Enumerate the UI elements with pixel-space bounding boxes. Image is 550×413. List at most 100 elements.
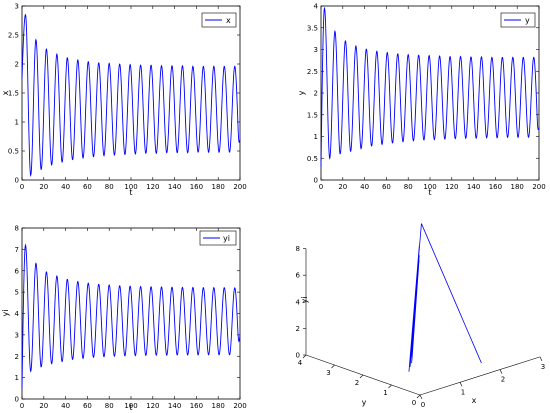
xlabel-y: t [428, 188, 431, 197]
xlabel-x: t [129, 188, 132, 197]
xtick-label-x-5: 100 [124, 183, 137, 191]
xtick-label-3d-1: 1 [461, 388, 465, 396]
xtick-3d-1 [459, 382, 463, 387]
ytick-label-3d-3: 3 [326, 369, 330, 377]
ztick-label-3d-3: 6 [296, 272, 301, 280]
ytick-label-yi-4: 4 [15, 310, 20, 318]
xtick-label-x-8: 160 [190, 183, 203, 191]
ticks-x: 0 20 40 60 80 100 120 140 160 180 200 0 0.5 1 1.5 2 2.5 3 [8, 3, 247, 192]
ytick-label-yi-1: 1 [15, 374, 19, 382]
xtick-3d-2 [499, 369, 503, 374]
legend-label-x: x [226, 16, 231, 25]
ylabel-x: x [1, 90, 10, 95]
xtick-label-yi-0: 0 [20, 402, 24, 410]
xtick-3d-3 [539, 356, 543, 362]
xtick-label-y-3: 60 [382, 183, 391, 191]
ticks-yi: 0 20 40 60 80 100 120 140 160 180 200 0 1 2 3 4 5 6 7 8 [15, 225, 247, 411]
ytick-label-3d-1: 1 [383, 389, 387, 397]
xtick-label-y-7: 140 [467, 183, 480, 191]
xtick-label-y-9: 180 [511, 183, 524, 191]
ztick-label-3d-4: 8 [296, 245, 300, 253]
ytick-label-yi-3: 3 [15, 331, 19, 339]
ytick-label-yi-2: 2 [15, 353, 19, 361]
ytick-label-y-7: 3.5 [307, 24, 318, 32]
xtick-3d-0 [419, 394, 423, 400]
xtick-label-x-3: 60 [83, 183, 92, 191]
xtick-label-yi-5: 100 [124, 402, 137, 410]
xtick-label-y-8: 160 [489, 183, 502, 191]
xtick-label-y-4: 80 [404, 183, 413, 191]
xtick-label-x-0: 0 [20, 183, 24, 191]
xtick-label-yi-7: 140 [168, 402, 181, 410]
xtick-label-yi-10: 200 [233, 402, 246, 410]
xtick-label-3d-3: 3 [541, 363, 545, 371]
xtick-label-x-10: 200 [233, 183, 246, 191]
ytick-3d-4 [302, 354, 307, 359]
ytick-3d-0 [416, 394, 421, 399]
plot-area-y [320, 5, 540, 181]
plot-area-x [21, 5, 241, 181]
legend-x: x [201, 12, 237, 28]
xtick-label-y-1: 20 [338, 183, 347, 191]
legend-label-yi: yi [223, 234, 230, 243]
ylabel-3d: y [362, 398, 367, 407]
ytick-label-y-1: 0.5 [307, 155, 318, 163]
xtick-label-x-9: 180 [212, 183, 225, 191]
panel-y: 0 20 40 60 80 100 120 140 160 180 200 0 0.5 1 1.5 2 2.5 3… [297, 3, 546, 198]
ytick-label-3d-0: 0 [412, 399, 416, 407]
xtick-label-yi-2: 40 [61, 402, 70, 410]
ytick-label-x-2: 1 [15, 119, 19, 127]
xtick-label-3d-2: 2 [501, 376, 505, 384]
ytick-label-yi-6: 6 [15, 267, 20, 275]
legend-label-y: y [525, 16, 530, 25]
ytick-label-x-0: 0 [15, 177, 19, 185]
ytick-3d-1 [388, 384, 392, 389]
plot-area-yi [21, 227, 241, 400]
xlabel-yi: t [129, 403, 132, 412]
ylabel-y: y [297, 90, 306, 95]
legend-y: y [500, 12, 536, 28]
ytick-label-x-1: 0.5 [8, 148, 19, 156]
ytick-label-x-3: 1.5 [8, 90, 19, 98]
ytick-label-yi-7: 7 [15, 246, 19, 254]
xtick-label-y-2: 40 [360, 183, 369, 191]
ytick-label-3d-4: 4 [298, 359, 303, 367]
xtick-label-yi-3: 60 [83, 402, 92, 410]
x-axis-3d [419, 356, 541, 396]
legend-yi: yi [199, 230, 237, 246]
ytick-label-y-0: 0 [314, 177, 318, 185]
xtick-label-x-2: 40 [61, 183, 70, 191]
ytick-label-yi-8: 8 [15, 225, 19, 233]
xlabel-3d: x [472, 396, 477, 405]
ytick-label-3d-2: 2 [355, 379, 359, 387]
ztick-label-3d-1: 2 [296, 325, 300, 333]
ytick-label-y-2: 1 [314, 133, 318, 141]
xtick-label-3d-0: 0 [421, 401, 425, 409]
ytick-label-y-5: 2.5 [307, 68, 318, 76]
ytick-label-yi-5: 5 [15, 289, 19, 297]
panel-x: 0 20 40 60 80 100 120 140 160 180 200 0 0.5 1 1.5 2 2.5 3… [1, 3, 247, 198]
xtick-label-y-0: 0 [319, 183, 323, 191]
ytick-label-yi-0: 0 [15, 396, 19, 404]
xtick-label-y-10: 200 [532, 183, 545, 191]
xtick-label-yi-1: 20 [39, 402, 48, 410]
xtick-label-y-6: 120 [445, 183, 458, 191]
zlabel-3d: yi [300, 297, 309, 304]
ytick-label-x-4: 2 [15, 61, 19, 69]
xtick-label-yi-9: 180 [212, 402, 225, 410]
xtick-label-x-4: 80 [105, 183, 114, 191]
ytick-label-y-3: 1.5 [307, 111, 318, 119]
ticks-y: 0 20 40 60 80 100 120 140 160 180 200 0 0.5 1 1.5 2 2.5 3… [307, 3, 546, 192]
series-line-y [320, 6, 540, 167]
ytick-label-y-6: 3 [314, 46, 318, 54]
xtick-label-yi-4: 80 [105, 402, 114, 410]
xtick-label-x-6: 120 [146, 183, 159, 191]
ylabel-yi: yi [1, 310, 10, 317]
ytick-3d-3 [331, 364, 335, 369]
series-line-3d [408, 223, 482, 372]
ytick-label-x-5: 2.5 [8, 32, 19, 40]
